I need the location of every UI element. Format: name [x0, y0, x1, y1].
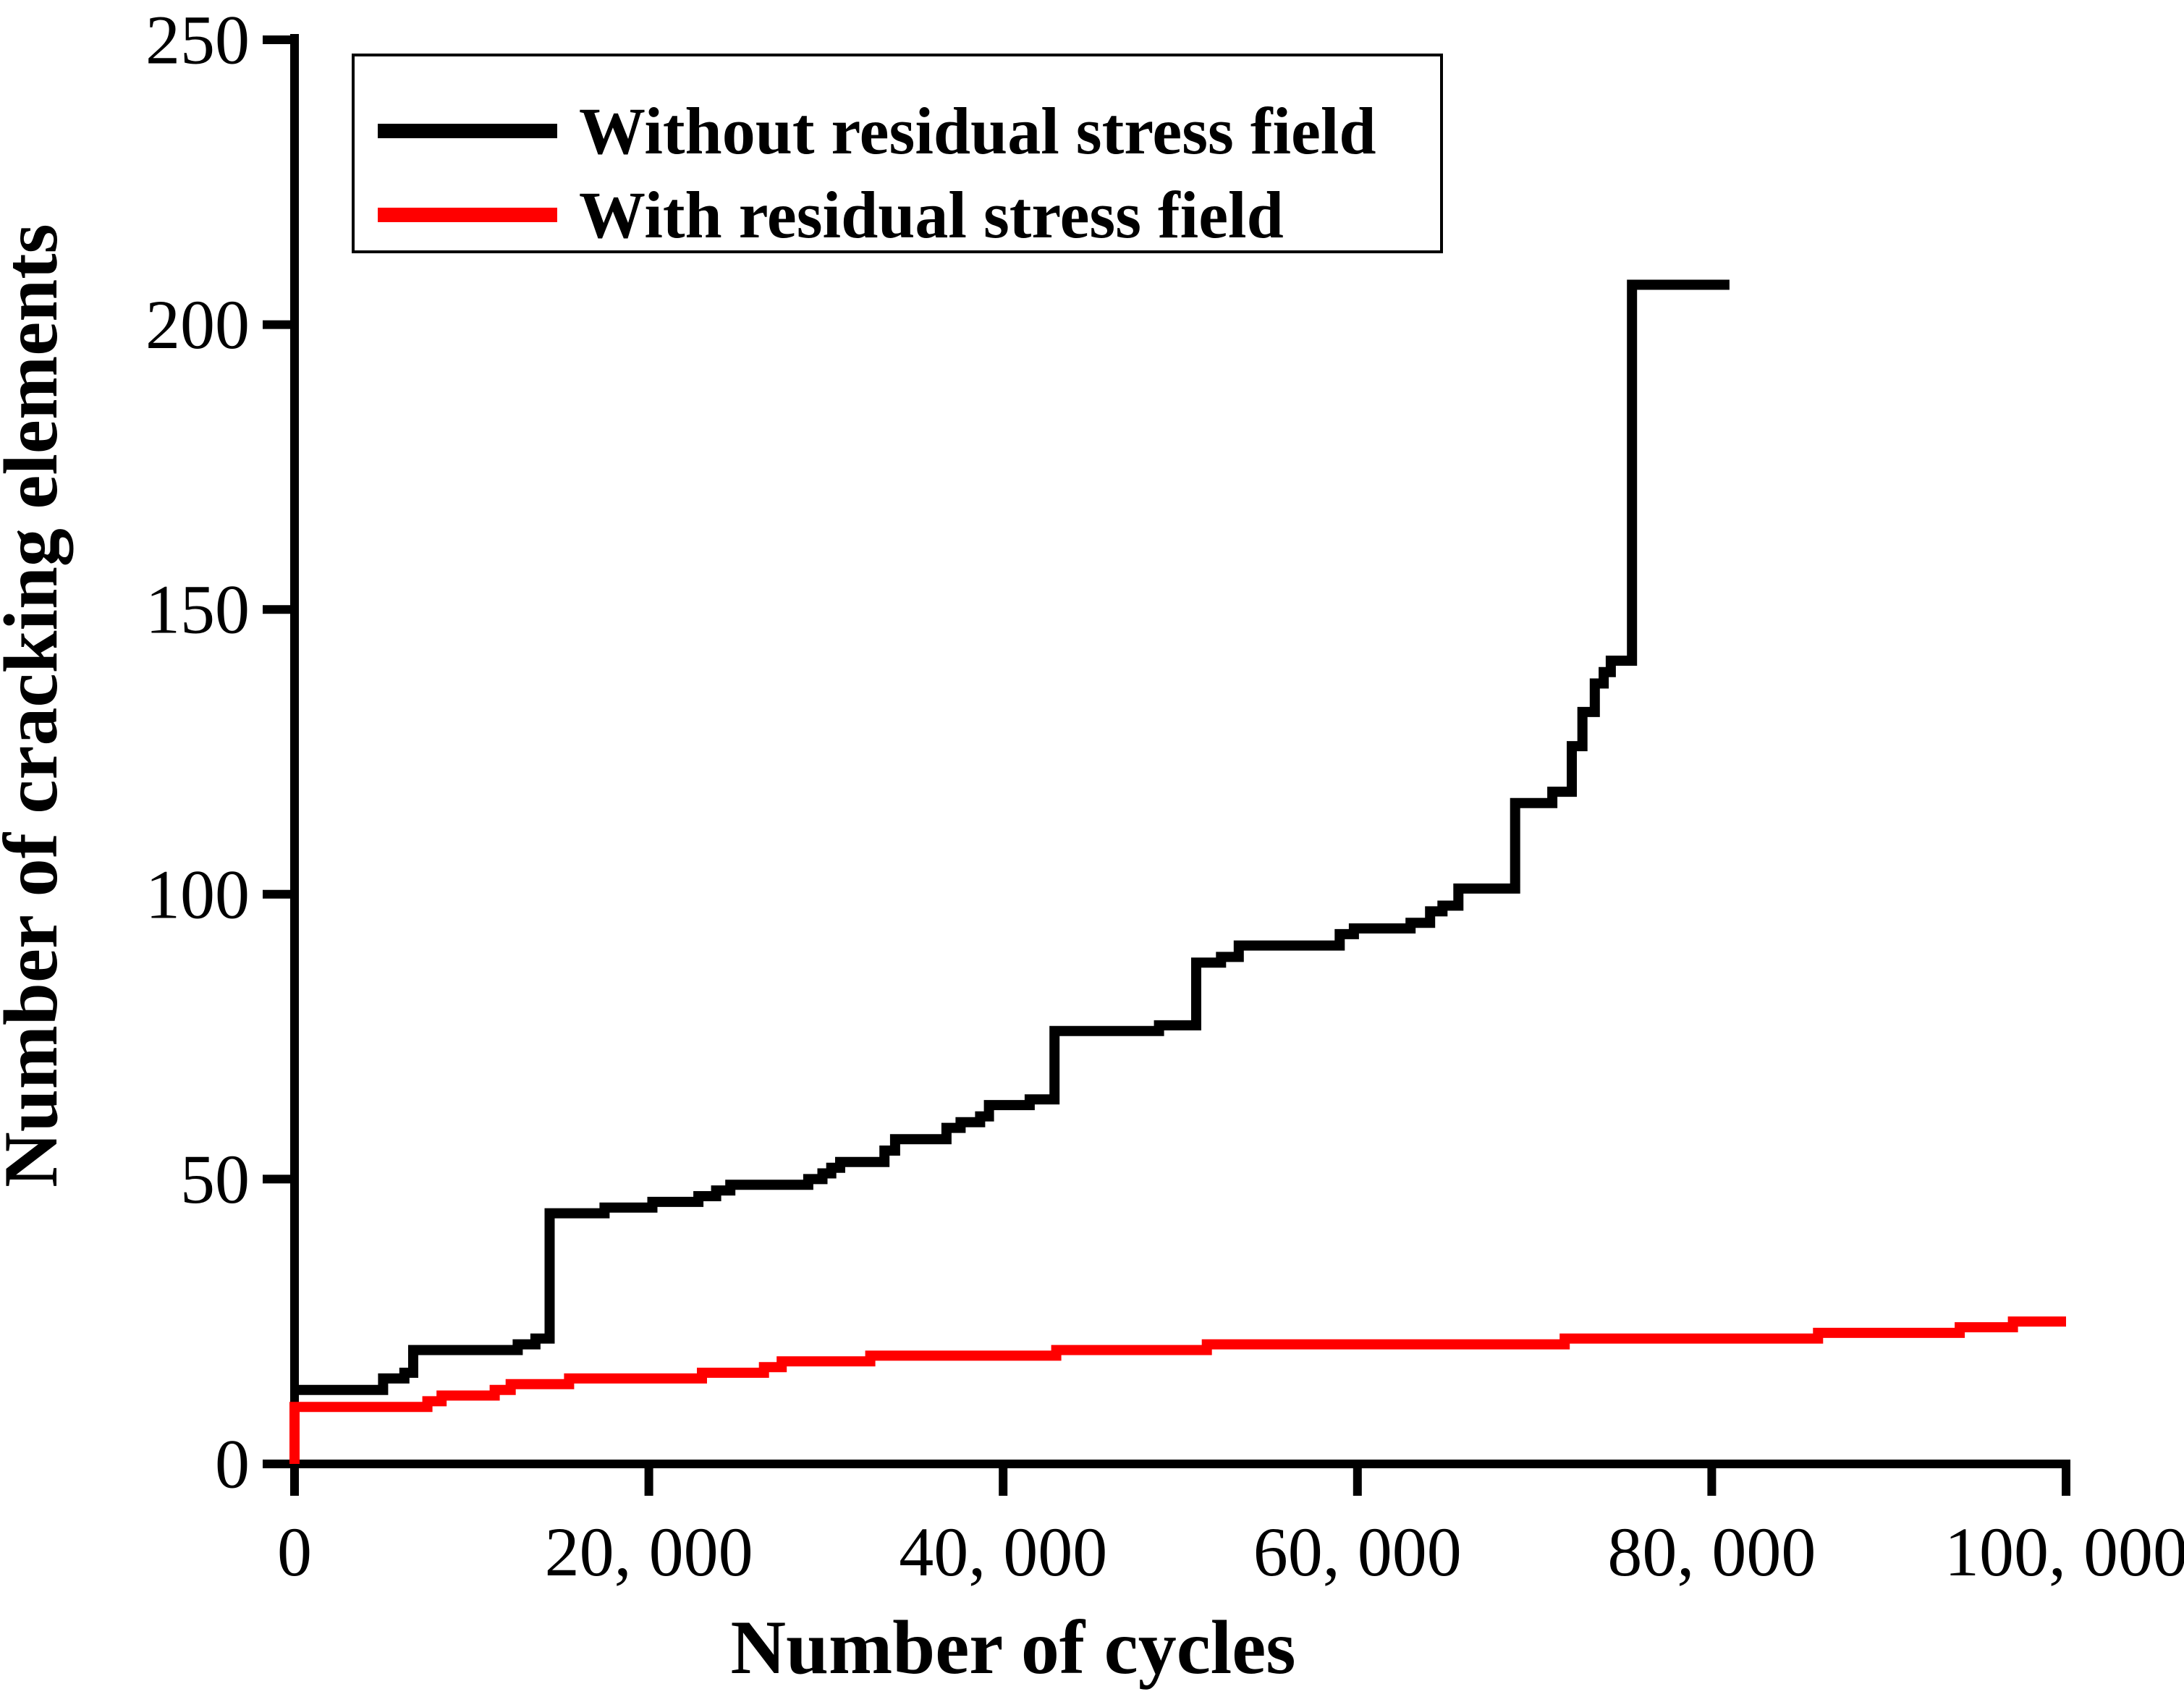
y-tick-label: 250	[145, 1, 250, 79]
x-axis-title: Number of cycles	[730, 1605, 1295, 1690]
x-tick-label: 40, 000	[899, 1513, 1107, 1591]
y-tick-label: 100	[145, 855, 250, 933]
legend-label-with-residual: With residual stress field	[579, 178, 1284, 252]
y-axis-title: Number of cracking elements	[0, 224, 73, 1187]
x-tick-label: 80, 000	[1607, 1513, 1816, 1591]
x-tick-label: 20, 000	[545, 1513, 753, 1591]
series-line-without-residual-stress-field	[295, 279, 1730, 1395]
y-tick-label: 200	[145, 286, 250, 363]
series-group	[289, 279, 2066, 1464]
series-line-with-residual-stress-field	[289, 1316, 2066, 1464]
legend: Without residual stress field With resid…	[352, 54, 1443, 253]
legend-label-without-residual: Without residual stress field	[579, 94, 1376, 168]
y-tick-label: 50	[180, 1140, 250, 1218]
x-tick-label: 0	[277, 1513, 312, 1591]
y-tick-label: 0	[215, 1426, 250, 1503]
x-tick-label: 100, 000	[1944, 1513, 2184, 1591]
y-tick-label: 150	[145, 571, 250, 648]
axes-group: 0 50 100 150 200 250 0 20, 000 40, 000 60, 000 80,…	[145, 1, 2184, 1591]
x-tick-label: 60, 000	[1253, 1513, 1462, 1591]
